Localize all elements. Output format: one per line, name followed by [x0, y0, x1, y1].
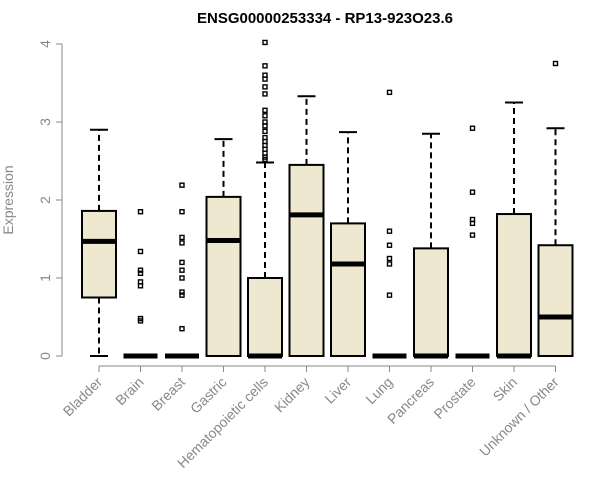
box-rect: [330, 222, 366, 357]
box-group: [413, 132, 449, 359]
box-group: [205, 138, 242, 357]
outlier-point: [386, 255, 393, 262]
x-tick-label: Skin: [490, 374, 521, 405]
box-rect: [496, 213, 532, 357]
x-tick-label: Unknown / Other: [476, 374, 562, 460]
box-group: [81, 128, 117, 357]
outlier-point: [179, 234, 185, 241]
boxes-group: [81, 39, 574, 359]
outlier-point: [137, 248, 144, 255]
outlier-point: [262, 63, 268, 69]
outlier-point: [179, 289, 185, 295]
outlier-point: [386, 242, 393, 248]
outlier-point: [179, 240, 185, 246]
outlier-point: [469, 232, 476, 238]
x-tick-label: Lung: [362, 374, 395, 407]
box-group: [537, 60, 574, 358]
y-axis: 0 1 2 3 4: [37, 40, 63, 360]
x-tick-label: Kidney: [271, 374, 313, 416]
outlier-point: [137, 283, 144, 289]
y-tick-label: 0: [37, 352, 53, 360]
outlier-point: [262, 128, 268, 135]
x-tick-label: Liver: [321, 374, 354, 407]
y-tick-label: 1: [37, 274, 53, 282]
outlier-point: [179, 208, 185, 215]
outlier-point: [386, 89, 393, 96]
y-tick-label: 2: [37, 196, 53, 204]
box-rect: [288, 163, 325, 357]
outlier-point: [469, 220, 476, 227]
y-tick-label: 4: [37, 40, 53, 48]
outlier-point: [179, 292, 185, 298]
outlier-point: [137, 318, 144, 324]
outlier-point: [262, 113, 268, 119]
outlier-point: [469, 189, 476, 195]
outlier-point: [552, 60, 559, 67]
box-group: [455, 125, 490, 359]
box-group: [247, 39, 283, 359]
box-group: [288, 95, 325, 357]
box-rect: [81, 209, 117, 299]
outlier-point: [179, 326, 185, 332]
outlier-point: [386, 292, 393, 298]
x-tick-label: Breast: [148, 374, 188, 414]
x-tick-label: Brain: [112, 374, 146, 408]
outlier-point: [262, 156, 268, 163]
outlier-point: [262, 39, 268, 46]
box-group: [496, 101, 532, 359]
x-tick-label: Prostate: [430, 374, 478, 422]
x-tick-label: Bladder: [60, 374, 106, 420]
outlier-point: [179, 182, 185, 188]
outlier-point: [386, 228, 393, 234]
box-group: [123, 208, 158, 359]
outlier-point: [262, 107, 268, 114]
outlier-point: [262, 123, 268, 129]
y-tick-label: 3: [37, 118, 53, 126]
outlier-point: [262, 84, 268, 90]
box-rect: [537, 244, 574, 358]
chart-title: ENSG00000253334 - RP13-923O23.6: [197, 10, 453, 27]
outlier-point: [137, 208, 144, 215]
outlier-point: [386, 261, 393, 267]
box-group: [372, 89, 407, 359]
outlier-point: [469, 125, 476, 131]
outlier-point: [179, 267, 185, 273]
box-rect: [205, 195, 242, 357]
box-rect: [413, 247, 449, 357]
box-group: [330, 131, 366, 357]
box-group: [165, 182, 199, 359]
outlier-point: [137, 267, 144, 273]
outlier-point: [137, 270, 144, 277]
box-rect: [247, 277, 283, 357]
outlier-point: [262, 91, 268, 97]
outlier-point: [262, 76, 268, 82]
outlier-point: [179, 259, 185, 266]
y-axis-label: Expression: [0, 165, 16, 234]
outlier-point: [179, 275, 185, 281]
